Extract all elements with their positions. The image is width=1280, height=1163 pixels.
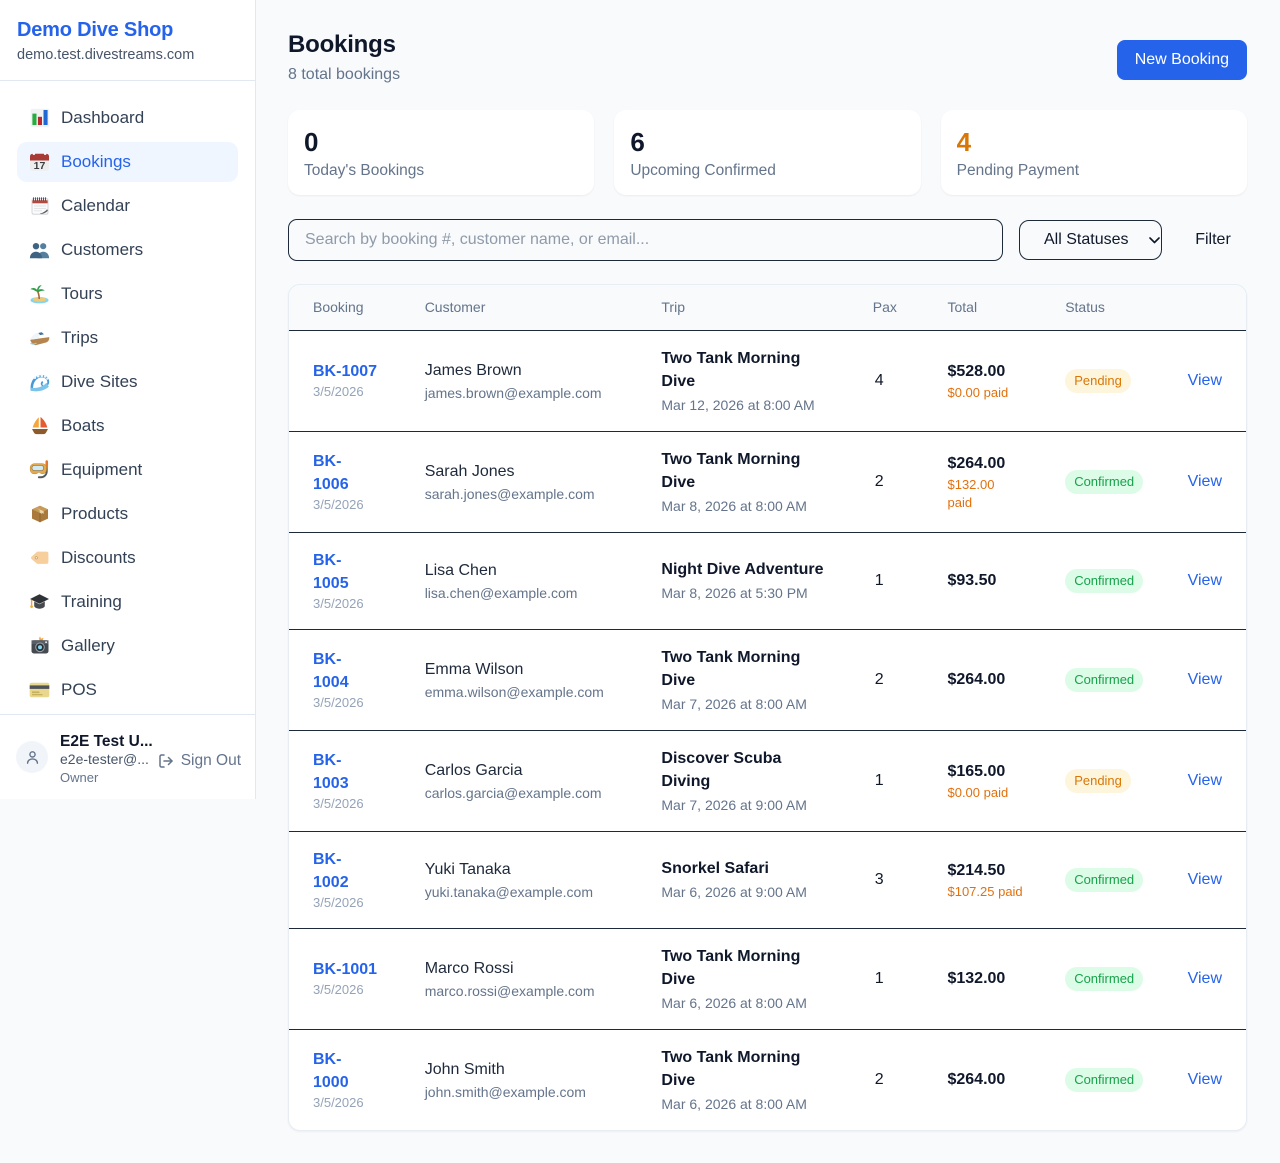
svg-text:17: 17 (34, 160, 46, 172)
